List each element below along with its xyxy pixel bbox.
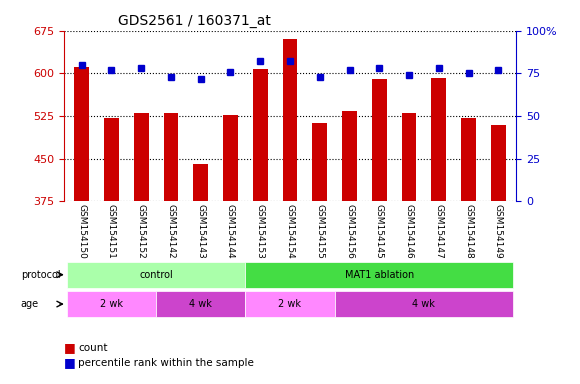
FancyBboxPatch shape (67, 291, 156, 317)
FancyBboxPatch shape (156, 291, 245, 317)
Bar (253, 69, 268, 201)
Text: ■: ■ (64, 356, 75, 369)
Text: GSM154152: GSM154152 (137, 204, 146, 259)
Text: 2 wk: 2 wk (100, 299, 123, 309)
Text: GSM154142: GSM154142 (166, 204, 175, 259)
Bar (223, 115, 238, 201)
Text: GSM154153: GSM154153 (256, 204, 264, 259)
Text: GSM154151: GSM154151 (107, 204, 116, 259)
Text: GSM154146: GSM154146 (405, 204, 414, 259)
Text: protocol: protocol (21, 270, 60, 280)
Text: GSM154155: GSM154155 (316, 204, 324, 259)
Text: 4 wk: 4 wk (412, 299, 436, 309)
Bar (342, 111, 357, 201)
FancyBboxPatch shape (335, 291, 513, 317)
Text: count: count (78, 343, 108, 353)
Bar (432, 78, 446, 201)
Text: GSM154143: GSM154143 (196, 204, 205, 259)
FancyBboxPatch shape (245, 291, 335, 317)
Bar (74, 66, 89, 201)
Text: control: control (139, 270, 173, 280)
Text: age: age (21, 299, 39, 309)
Text: 2 wk: 2 wk (278, 299, 302, 309)
Text: GSM154147: GSM154147 (434, 204, 443, 259)
Bar (461, 118, 476, 201)
Text: percentile rank within the sample: percentile rank within the sample (78, 358, 254, 368)
Text: 4 wk: 4 wk (189, 299, 212, 309)
Bar (282, 39, 298, 201)
Text: GSM154150: GSM154150 (77, 204, 86, 259)
Text: GSM154145: GSM154145 (375, 204, 384, 259)
Bar (134, 113, 148, 201)
Text: MAT1 ablation: MAT1 ablation (345, 270, 414, 280)
Text: ■: ■ (64, 341, 75, 354)
Bar (193, 164, 208, 201)
Text: GSM154144: GSM154144 (226, 204, 235, 259)
Bar (401, 113, 416, 201)
Text: GSM154148: GSM154148 (464, 204, 473, 259)
Bar (491, 124, 506, 201)
FancyBboxPatch shape (245, 262, 513, 288)
Text: GDS2561 / 160371_at: GDS2561 / 160371_at (118, 14, 271, 28)
Bar (164, 113, 179, 201)
Bar (312, 123, 327, 201)
Text: GSM154156: GSM154156 (345, 204, 354, 259)
Bar (104, 118, 119, 201)
Text: GSM154154: GSM154154 (285, 204, 295, 259)
Text: GSM154149: GSM154149 (494, 204, 503, 259)
FancyBboxPatch shape (67, 262, 245, 288)
Bar (372, 79, 387, 201)
